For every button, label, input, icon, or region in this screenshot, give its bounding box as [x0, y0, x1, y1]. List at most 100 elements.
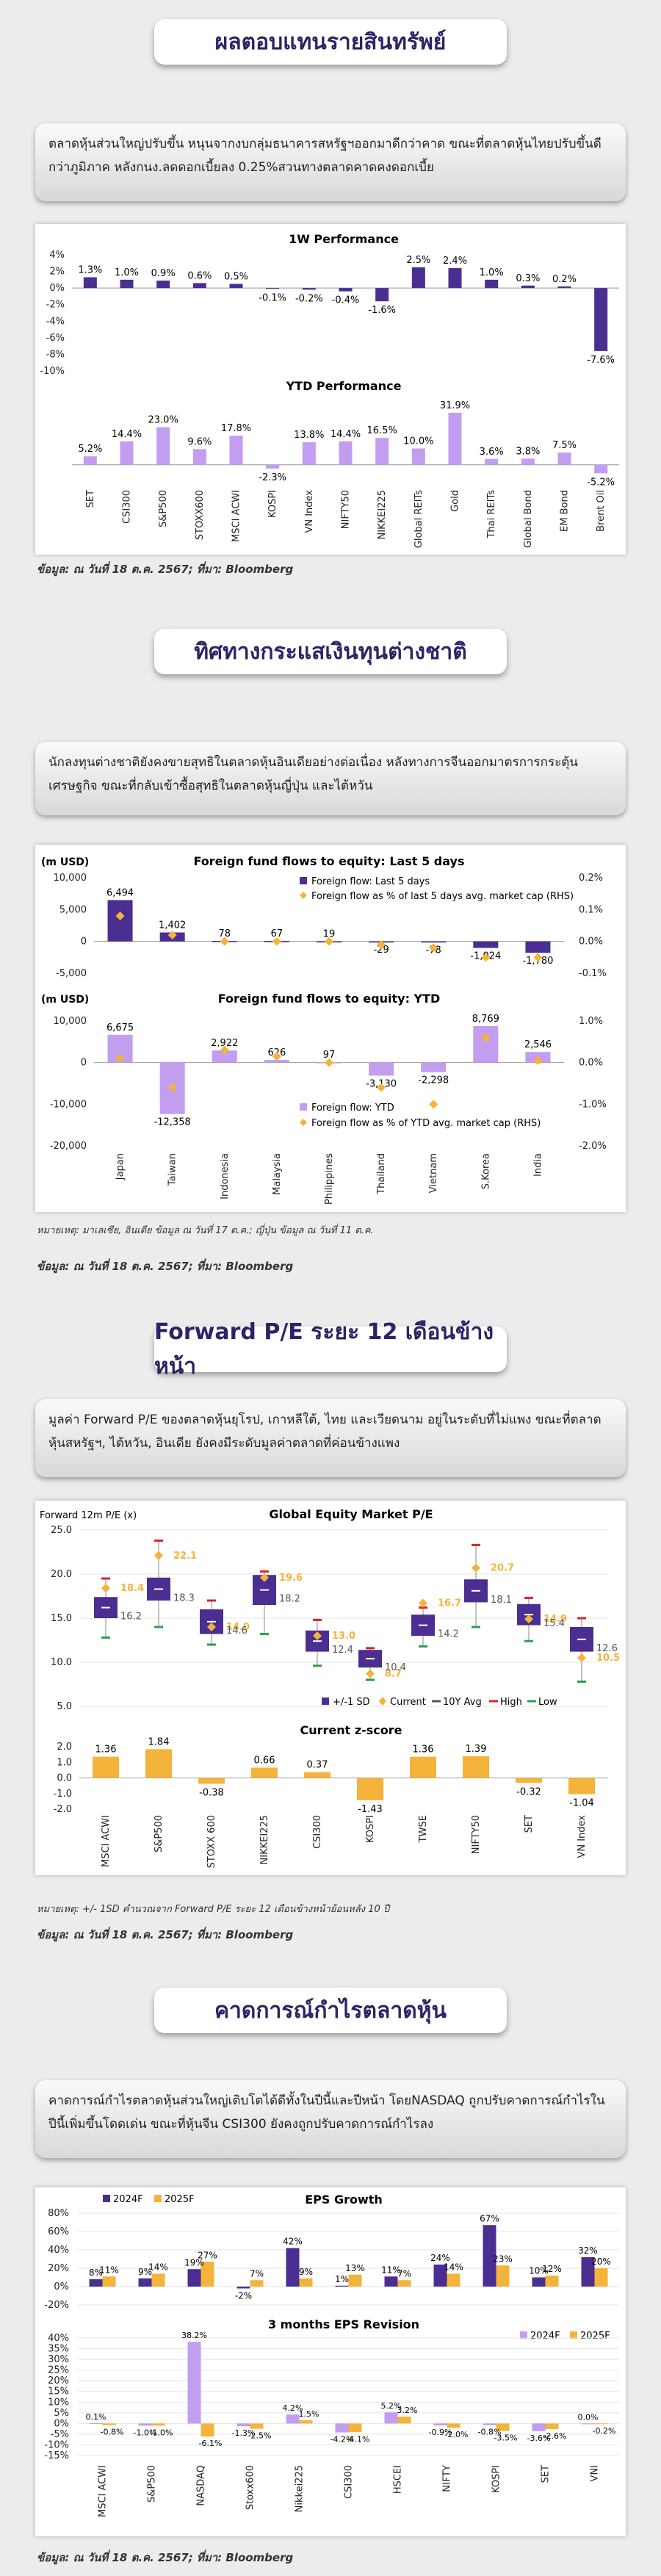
data-label-eps-revision-2024: 0.0% — [578, 2412, 599, 2422]
data-label-ytd: 5.2% — [78, 444, 102, 455]
bar-flow-5d — [107, 900, 133, 942]
current-marker-pe — [524, 1614, 533, 1624]
performance-chart-card: 1W Performance 4% 2% 0% -2% -4% -6% -8% -10% 1.3%… — [35, 224, 626, 555]
category-label-eps: NASDAQ — [196, 2465, 207, 2506]
category-label-performance: SET — [85, 490, 96, 508]
category-label-performance: NIKKEI225 — [377, 490, 388, 539]
category-label-flows: India — [532, 1153, 543, 1177]
bar-eps-growth-2025 — [447, 2273, 460, 2287]
chart-title-5d: Foreign fund flows to equity: Last 5 day… — [194, 854, 465, 868]
source-note-pe: ข้อมูล: ณ วันที่ 18 ต.ค. 2567; ที่มา: Bl… — [37, 1928, 294, 1941]
section-description-pe: มูลค่า Forward P/E ของตลาดหุ้นยุโรป, เกา… — [35, 1399, 626, 1477]
y-tick-pe: 5.0 — [57, 1701, 72, 1712]
data-label-eps-growth-2024: 1% — [335, 2274, 349, 2284]
bar-1w — [375, 288, 389, 302]
data-label-eps-growth-2025: 27% — [198, 2250, 217, 2260]
bar-ytd — [192, 449, 206, 465]
section-title-flows: ทิศทางกระแสเงินทุนต่างชาติ — [154, 629, 507, 674]
data-label-eps-growth-2024: 32% — [578, 2245, 598, 2256]
data-label-eps-revision-2025: -1.0% — [150, 2428, 173, 2437]
bar-1w — [594, 288, 608, 351]
marker-pct-5d — [429, 943, 438, 953]
y-tick-pe: 20.0 — [51, 1569, 72, 1580]
category-label-pe: SET — [524, 1815, 535, 1833]
data-label-flow-ytd: 8,769 — [472, 1014, 499, 1025]
y-tick-flow-ytd: -10,000 — [50, 1099, 87, 1110]
bar-ytd — [448, 412, 462, 465]
bar-1w — [521, 285, 535, 289]
y-tick-eps-growth: -20% — [44, 2300, 69, 2311]
data-label-zscore: 1.36 — [413, 1745, 434, 1756]
bar-zscore — [304, 1772, 330, 1778]
avg-label-pe: 18.2 — [279, 1594, 300, 1605]
y-tick-zscore: -2.0 — [54, 1804, 72, 1815]
section-description-earnings: คาดการณ์กำไรตลาดหุ้นส่วนใหญ่เติบโตได้ดีท… — [35, 2080, 626, 2158]
y-tick-eps-growth: 0% — [54, 2281, 69, 2292]
data-label-eps-growth-2024: 19% — [184, 2257, 204, 2267]
y-tick-zscore: 2.0 — [57, 1742, 72, 1753]
y-tick-zscore: 0.0 — [57, 1773, 72, 1784]
source-note-earnings: ข้อมูล: ณ วันที่ 18 ต.ค. 2567; ที่มา: Bl… — [37, 2551, 294, 2564]
y-tick-eps-revision: -5% — [51, 2429, 69, 2440]
category-label-performance: KOSPI — [267, 490, 278, 518]
bar-eps-revision-2024 — [187, 2342, 201, 2424]
bar-eps-revision-2025 — [447, 2423, 460, 2428]
category-label-performance: CSI300 — [122, 490, 133, 524]
bar-eps-revision-2025 — [496, 2423, 510, 2431]
legend-swatch-pct-5d — [300, 892, 307, 899]
bar-eps-growth-2025 — [348, 2274, 362, 2287]
y-tick-1w: -4% — [46, 316, 65, 327]
bar-1w — [448, 268, 462, 289]
bar-1w — [266, 288, 280, 289]
current-label-pe: 19.6 — [279, 1573, 303, 1584]
bar-zscore — [145, 1749, 172, 1778]
bar-ytd — [302, 442, 316, 465]
bar-eps-growth-2024 — [187, 2269, 201, 2287]
avg-label-pe: 18.1 — [491, 1595, 512, 1606]
legend-label-rev-2025: 2025F — [580, 2331, 610, 2342]
bar-ytd — [485, 458, 499, 465]
bar-eps-growth-2025 — [397, 2280, 411, 2287]
legend-label-rev-2024: 2024F — [530, 2331, 560, 2342]
data-label-eps-revision-2025: -6.1% — [199, 2439, 223, 2448]
current-marker-pe — [472, 1563, 480, 1573]
data-label-1w: 2.4% — [443, 256, 467, 267]
category-label-eps: SET — [541, 2465, 552, 2483]
bar-eps-growth-2025 — [102, 2276, 116, 2287]
y2-tick-flow-ytd: -1.0% — [579, 1099, 607, 1110]
legend-swatch-pe — [379, 1697, 386, 1706]
y-tick-eps-revision: 15% — [48, 2386, 69, 2398]
bar-eps-growth-2025 — [545, 2276, 559, 2287]
current-marker-pe — [313, 1631, 322, 1640]
data-label-eps-growth-2025: 7% — [250, 2268, 264, 2279]
data-label-ytd: 31.9% — [440, 400, 470, 411]
current-label-pe: 14.0 — [226, 1622, 250, 1633]
y2-tick-flow-ytd: -2.0% — [579, 1141, 607, 1152]
data-label-eps-growth-2025: 11% — [99, 2265, 119, 2275]
flows-chart: (m USD) Foreign fund flows to equity: Las… — [41, 854, 607, 1205]
category-label-eps: NIFTY — [442, 2465, 453, 2492]
data-label-1w: 1.3% — [78, 264, 102, 275]
bar-eps-revision-2024 — [581, 2423, 595, 2425]
category-label-eps: KOSPI — [491, 2465, 502, 2493]
category-label-pe: S&P500 — [153, 1815, 165, 1852]
section-header-returns: ผลตอบแทนรายสินทรัพย์ — [0, 0, 661, 81]
data-label-eps-revision-2025: -4.1% — [347, 2434, 370, 2444]
y-axis-label-pe: Forward 12m P/E (x) — [40, 1510, 137, 1521]
bar-eps-growth-2025 — [594, 2268, 608, 2287]
category-label-pe: MSCI ACWI — [101, 1815, 112, 1867]
y-tick-eps-revision: -10% — [44, 2439, 69, 2450]
category-label-eps: Stoxx600 — [245, 2465, 256, 2510]
data-label-1w: -7.6% — [587, 355, 615, 366]
bar-eps-revision-2024 — [483, 2423, 496, 2425]
legend-swatch-rev-2025 — [570, 2331, 577, 2339]
bar-eps-revision-2025 — [250, 2423, 264, 2429]
y-tick-eps-revision: 0% — [54, 2418, 69, 2429]
category-label-eps: MSCI ACWI — [98, 2465, 109, 2517]
legend-label-eps-2025: 2025F — [165, 2194, 195, 2205]
bar-flow-ytd — [212, 1050, 237, 1063]
bar-zscore — [516, 1778, 542, 1783]
data-label-eps-revision-2024: -1.3% — [232, 2428, 256, 2438]
y-tick-1w: -6% — [46, 333, 65, 344]
y-tick-5d: 5,000 — [59, 904, 87, 915]
